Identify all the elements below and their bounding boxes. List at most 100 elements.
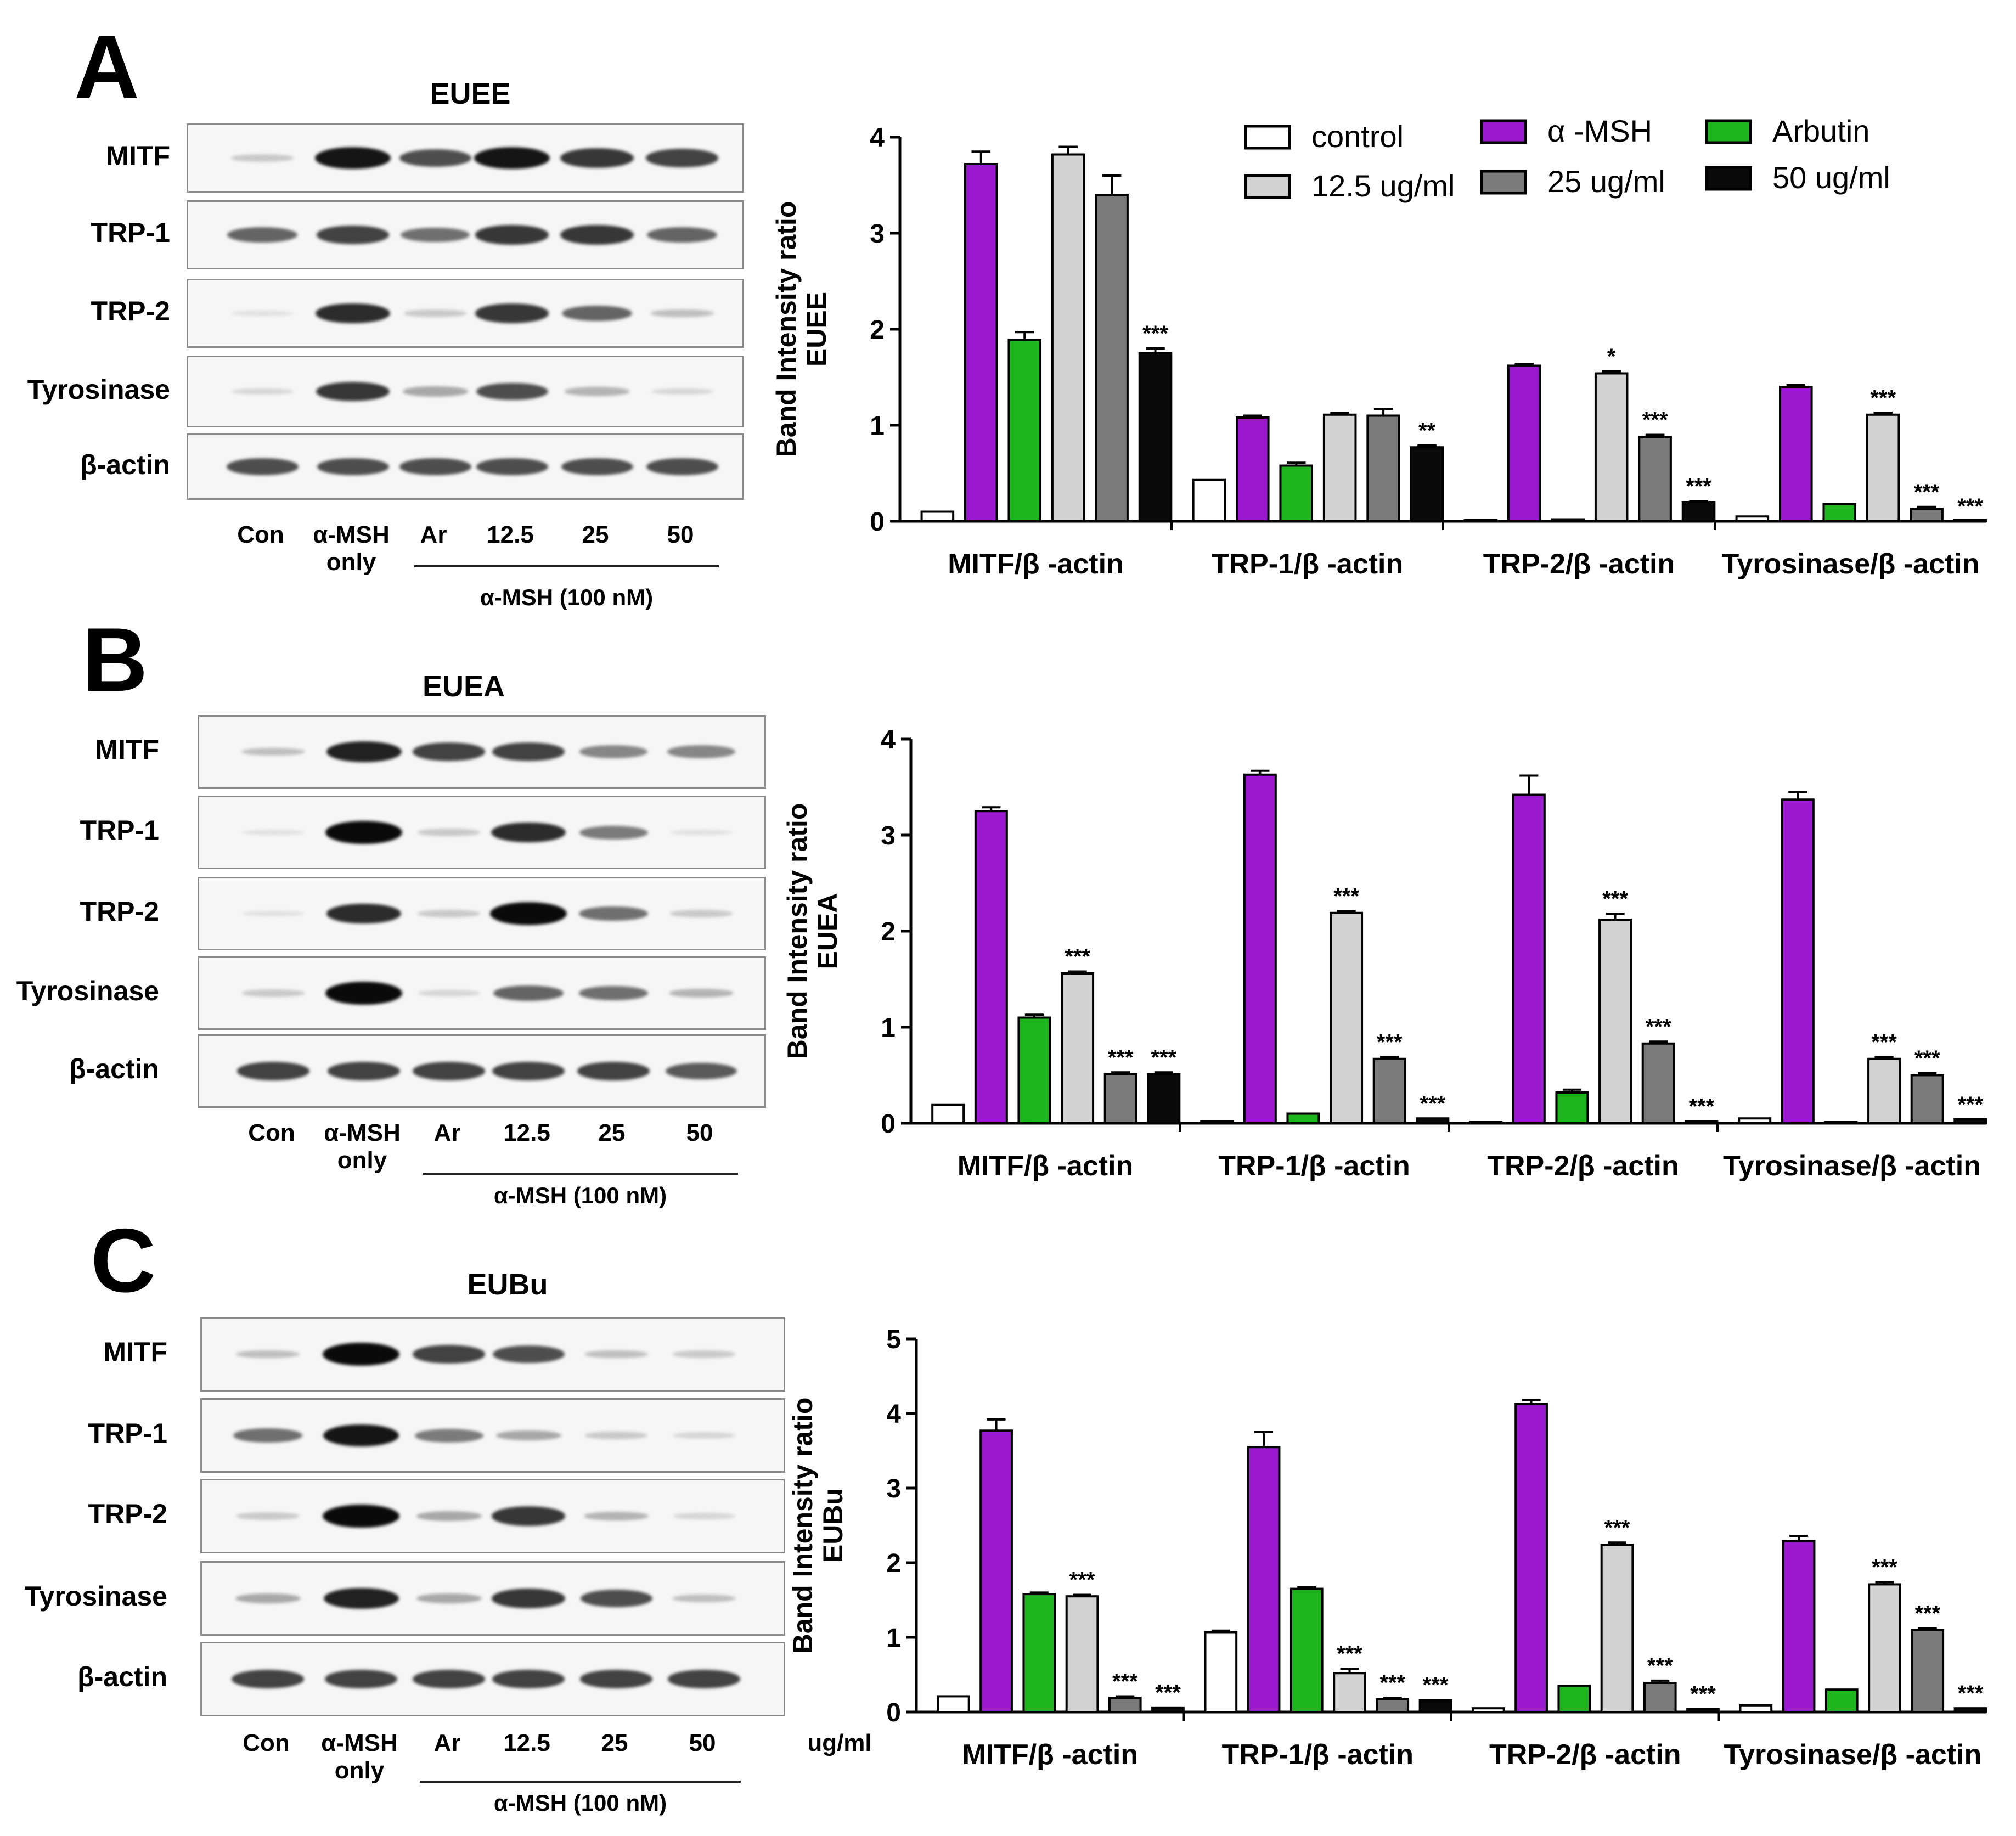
blot-band — [560, 148, 634, 168]
x-category-label: Tyrosinase/β -actin — [1721, 548, 1979, 580]
blot-band — [233, 1428, 303, 1443]
significance-label: *** — [1646, 1015, 1671, 1039]
bar-c50 — [1953, 519, 1987, 522]
y-tick-label: 0 — [870, 508, 885, 537]
bar-control — [1739, 1704, 1773, 1714]
legend-label-c50: 50 ug/ml — [1772, 160, 1890, 195]
y-tick-label: 3 — [886, 1474, 901, 1503]
blot-band — [416, 1593, 482, 1604]
blot-band — [673, 1513, 735, 1519]
bar-a_msh — [1779, 386, 1813, 522]
bar-a_msh — [1236, 416, 1270, 522]
y-tick-label: 0 — [881, 1110, 896, 1139]
y-tick-label: 1 — [886, 1624, 901, 1653]
y-tick-label: 2 — [881, 917, 896, 947]
blot-band — [227, 227, 297, 243]
significance-label: *** — [1957, 1092, 1983, 1117]
blot-strip-mitf — [187, 123, 744, 193]
blot-strip-tyrosinase — [198, 956, 766, 1030]
significance-label: *** — [1155, 1681, 1181, 1705]
bar-c50 — [1953, 1118, 1987, 1124]
y-tick-label: 2 — [870, 316, 885, 345]
blot-band — [579, 1670, 653, 1688]
legend-swatch-control — [1244, 125, 1291, 150]
bar-c25 — [1376, 1698, 1410, 1714]
y-tick-label: 5 — [886, 1325, 901, 1354]
bar-arbutin — [1289, 1587, 1324, 1713]
y-tick-label: 1 — [881, 1013, 896, 1043]
treatment-bracket-line — [420, 1781, 741, 1783]
blot-band — [316, 381, 390, 402]
bar-c25 — [1910, 1074, 1944, 1124]
blot-strip-trp-1 — [187, 200, 744, 269]
blot-row-label: TRP-2 — [91, 296, 170, 326]
lane-label: Con — [237, 521, 284, 548]
bar-c125 — [1600, 1544, 1634, 1713]
blot-band — [402, 386, 468, 397]
blot-strip-trp-1 — [198, 796, 766, 869]
blot-band — [403, 309, 467, 317]
bar-a_msh — [1512, 793, 1546, 1124]
bar-c50 — [1953, 1707, 1987, 1714]
blot-band — [317, 458, 389, 476]
y-tick-label: 4 — [886, 1400, 901, 1429]
blot-band — [669, 910, 733, 917]
bar-a_msh — [974, 810, 1008, 1124]
significance-label: *** — [1112, 1669, 1138, 1693]
blot-row-label: TRP-1 — [88, 1418, 167, 1449]
legend-swatch-arbutin — [1705, 119, 1752, 144]
y-tick-label: 3 — [870, 219, 885, 249]
y-tick-label: 0 — [886, 1698, 901, 1727]
treatment-bracket-line — [414, 565, 719, 567]
significance-label: *** — [1872, 1555, 1897, 1579]
blot-row-label: MITF — [95, 734, 159, 765]
lane-label: Ar — [433, 1730, 461, 1756]
bar-arbutin — [1551, 518, 1585, 522]
blot-band — [579, 745, 647, 758]
blot-row-label: Tyrosinase — [27, 374, 170, 405]
bar-control — [920, 510, 955, 522]
significance-label: *** — [1379, 1671, 1405, 1695]
significance-label: *** — [1647, 1654, 1673, 1678]
significance-label: *** — [1337, 1642, 1362, 1666]
bar-c50 — [1418, 1699, 1452, 1713]
lane-label: Con — [243, 1730, 290, 1756]
blot-band — [671, 830, 732, 835]
blot-band — [672, 1594, 736, 1603]
blot-band — [243, 830, 304, 835]
blot-row-label: β-actin — [77, 1662, 167, 1692]
panel-letter-B: B — [82, 609, 148, 710]
blot-row-label: MITF — [103, 1337, 167, 1367]
bar-a_msh — [964, 163, 998, 522]
lane-label: α-MSH only — [313, 521, 390, 576]
bar-arbutin — [1822, 503, 1857, 522]
blot-title: EUBu — [467, 1268, 548, 1301]
significance-label: *** — [1914, 1046, 1940, 1071]
bar-control — [1463, 519, 1498, 522]
blot-strip--actin — [187, 433, 744, 500]
y-tick-label: 1 — [870, 412, 885, 441]
bar-a_msh — [1781, 798, 1815, 1124]
blot-band — [560, 225, 634, 245]
blot-band — [492, 1589, 565, 1608]
blot-strip-tyrosinase — [200, 1561, 785, 1636]
bar-c125 — [1330, 911, 1364, 1124]
blot-band — [475, 225, 549, 245]
bar-c125 — [1333, 1672, 1366, 1714]
bar-c25 — [1366, 414, 1400, 522]
significance-label: *** — [1602, 887, 1628, 911]
bar-c25 — [1910, 508, 1944, 522]
bar-chart-B: Band Intensity ratio EUEA 0 1 2 3 4 MITF/β -act… — [782, 725, 1987, 1182]
bar-c25 — [1108, 1697, 1142, 1713]
significance-label: *** — [1151, 1045, 1176, 1069]
lane-label: 25 — [582, 521, 609, 548]
lane-label: 25 — [598, 1119, 626, 1146]
bar-control — [1735, 515, 1770, 522]
blot-band — [418, 990, 480, 996]
panel-letter-A: A — [74, 16, 140, 117]
units-label: ug/ml — [807, 1730, 872, 1756]
lane-label: 50 — [667, 521, 694, 548]
significance-label: *** — [1333, 884, 1359, 908]
bar-c125 — [1867, 1057, 1901, 1124]
blot-band — [325, 982, 402, 1005]
